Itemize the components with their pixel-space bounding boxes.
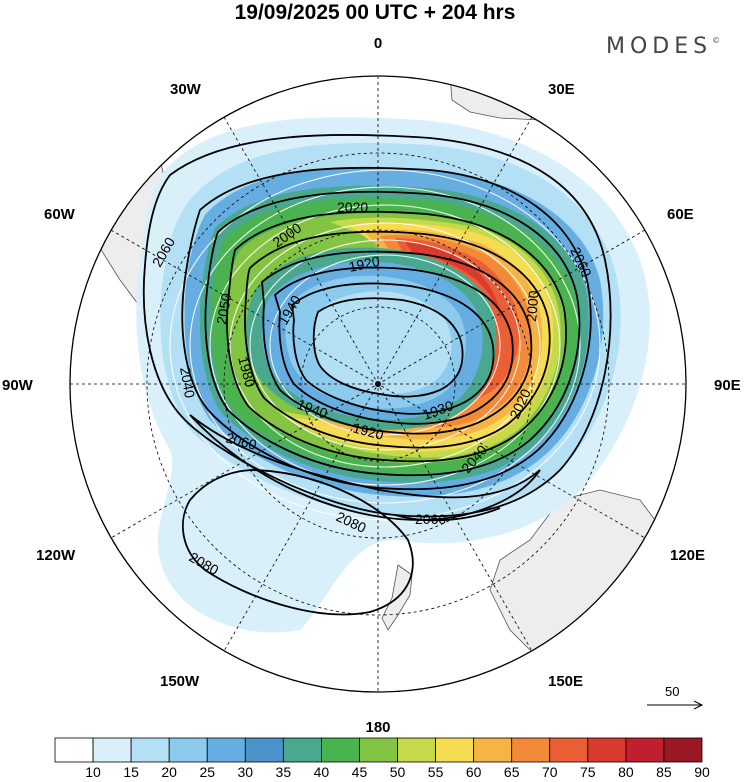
- colorbar-label: 55: [427, 764, 444, 780]
- lon-label-0: 0: [374, 35, 382, 52]
- longitude-labels: 0 30E 60E 90E 120E 150E 180 150W 120W 90…: [2, 35, 741, 736]
- contour-1920: [291, 282, 495, 415]
- contour-2020: [204, 190, 581, 477]
- contour-label: 2020: [337, 199, 368, 215]
- contour-label: 2060: [224, 429, 258, 453]
- colorbar-label: 30: [237, 764, 254, 780]
- lon-label-150e: 150E: [548, 673, 583, 690]
- colorbar-label: 20: [161, 764, 177, 780]
- brand-logo: MODES©: [606, 34, 720, 59]
- colorbar-swatch: [587, 737, 627, 763]
- colorbar-label: 65: [503, 764, 520, 780]
- contour-label: 2040: [177, 366, 198, 400]
- contour-2060-outer: [142, 133, 612, 518]
- colorbar-label: 45: [351, 764, 368, 780]
- reference-vector: [647, 700, 704, 710]
- contour-label: 1980: [235, 355, 259, 389]
- colorbar-label: 80: [618, 764, 634, 780]
- colorbar-swatch: [663, 737, 703, 763]
- shade-80: [405, 242, 502, 324]
- colorbar-label: 35: [275, 764, 292, 780]
- pole-marker: [375, 381, 381, 387]
- colorbar-swatch: [359, 737, 398, 763]
- contour-2060-inner: [189, 414, 541, 521]
- colorbar-swatch: [92, 737, 132, 763]
- colorbar-label: 75: [580, 764, 596, 780]
- colorbar-label: 25: [199, 764, 216, 780]
- colorbar-swatch: [130, 737, 170, 763]
- colorbar-swatch: [282, 737, 322, 763]
- colorbar-label: 60: [465, 764, 482, 780]
- colorbar-swatch: [511, 737, 551, 763]
- contour-1980: [244, 230, 551, 449]
- colorbar-label: 15: [123, 764, 139, 780]
- contour-2000: [226, 210, 567, 463]
- contour-label: 2000: [523, 290, 542, 323]
- lon-label-90e: 90E: [714, 377, 741, 394]
- colorbar-labels: 10 15 20 25 30 35 40 45 50 55 60 65 70 75 80 85 90: [0, 764, 750, 782]
- lon-label-180: 180: [365, 719, 390, 736]
- colorbar: [54, 737, 703, 763]
- colorbar-swatch: [625, 737, 665, 763]
- contour-2080-outer: [394, 507, 501, 522]
- map-title: 19/09/2025 00 UTC + 204 hrs: [234, 1, 516, 24]
- shade-inner-15: [313, 291, 452, 394]
- brand-text: MODES: [606, 34, 713, 59]
- lon-label-120e: 120E: [670, 547, 705, 564]
- colorbar-swatch: [244, 737, 284, 763]
- map-border: [69, 75, 687, 693]
- colorbar-label: 90: [694, 764, 710, 780]
- contour-2080-lobe: [181, 469, 414, 616]
- colorbar-swatch: [473, 737, 513, 763]
- colorbar-label: 85: [656, 764, 672, 780]
- map-disk: [70, 76, 686, 692]
- lon-label-90w: 90W: [2, 377, 34, 394]
- colorbar-label: 50: [389, 764, 406, 780]
- contour-1900: [312, 297, 464, 398]
- contour-label: 2050: [213, 292, 234, 326]
- lon-label-120w: 120W: [36, 547, 76, 564]
- colorbar-swatch: [206, 737, 246, 763]
- brand-mark: ©: [712, 36, 721, 45]
- shade-60: [292, 223, 554, 452]
- contour-label: 1920: [347, 253, 381, 275]
- wind-vectors: [169, 169, 601, 521]
- contour-2040: [181, 166, 592, 491]
- colorbar-swatch: [549, 737, 589, 763]
- lon-label-30w: 30W: [170, 81, 202, 98]
- lon-label-60w: 60W: [44, 206, 76, 223]
- colorbar-swatch: [54, 737, 94, 763]
- colorbar-swatch: [397, 737, 436, 763]
- colorbar-swatch: [435, 737, 475, 763]
- contour-label: 1920: [351, 419, 385, 443]
- reference-vector-label: 50: [665, 684, 680, 699]
- reference-arrow-head: [693, 700, 704, 710]
- contour-1960: [261, 250, 533, 435]
- colorbar-swatch: [321, 737, 360, 763]
- lon-label-150w: 150W: [160, 673, 200, 690]
- colorbar-label: 10: [85, 764, 101, 780]
- contour-label: 2060: [415, 511, 446, 527]
- colorbar-label: 70: [541, 764, 558, 780]
- lon-label-30e: 30E: [548, 81, 575, 98]
- colorbar-label: 40: [313, 764, 330, 780]
- colorbar-swatch: [168, 737, 208, 763]
- lon-label-60e: 60E: [667, 206, 694, 223]
